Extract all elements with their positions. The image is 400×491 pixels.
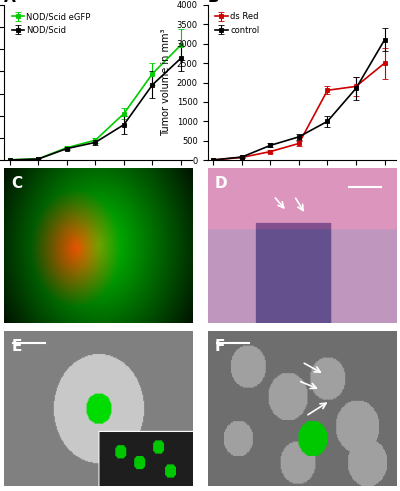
Y-axis label: Tumor volume in mm³: Tumor volume in mm³ [161,29,171,136]
Text: E: E [12,339,22,354]
X-axis label: Time in days: Time in days [67,185,129,194]
X-axis label: Time in days: Time in days [271,185,333,194]
Text: D: D [215,176,228,191]
Text: B: B [208,0,219,5]
Legend: NOD/Scid eGFP, NOD/Scid: NOD/Scid eGFP, NOD/Scid [8,9,94,38]
Text: F: F [215,339,226,354]
Text: C: C [12,176,23,191]
Legend: ds Red, control: ds Red, control [212,9,263,38]
Text: A: A [4,0,16,5]
